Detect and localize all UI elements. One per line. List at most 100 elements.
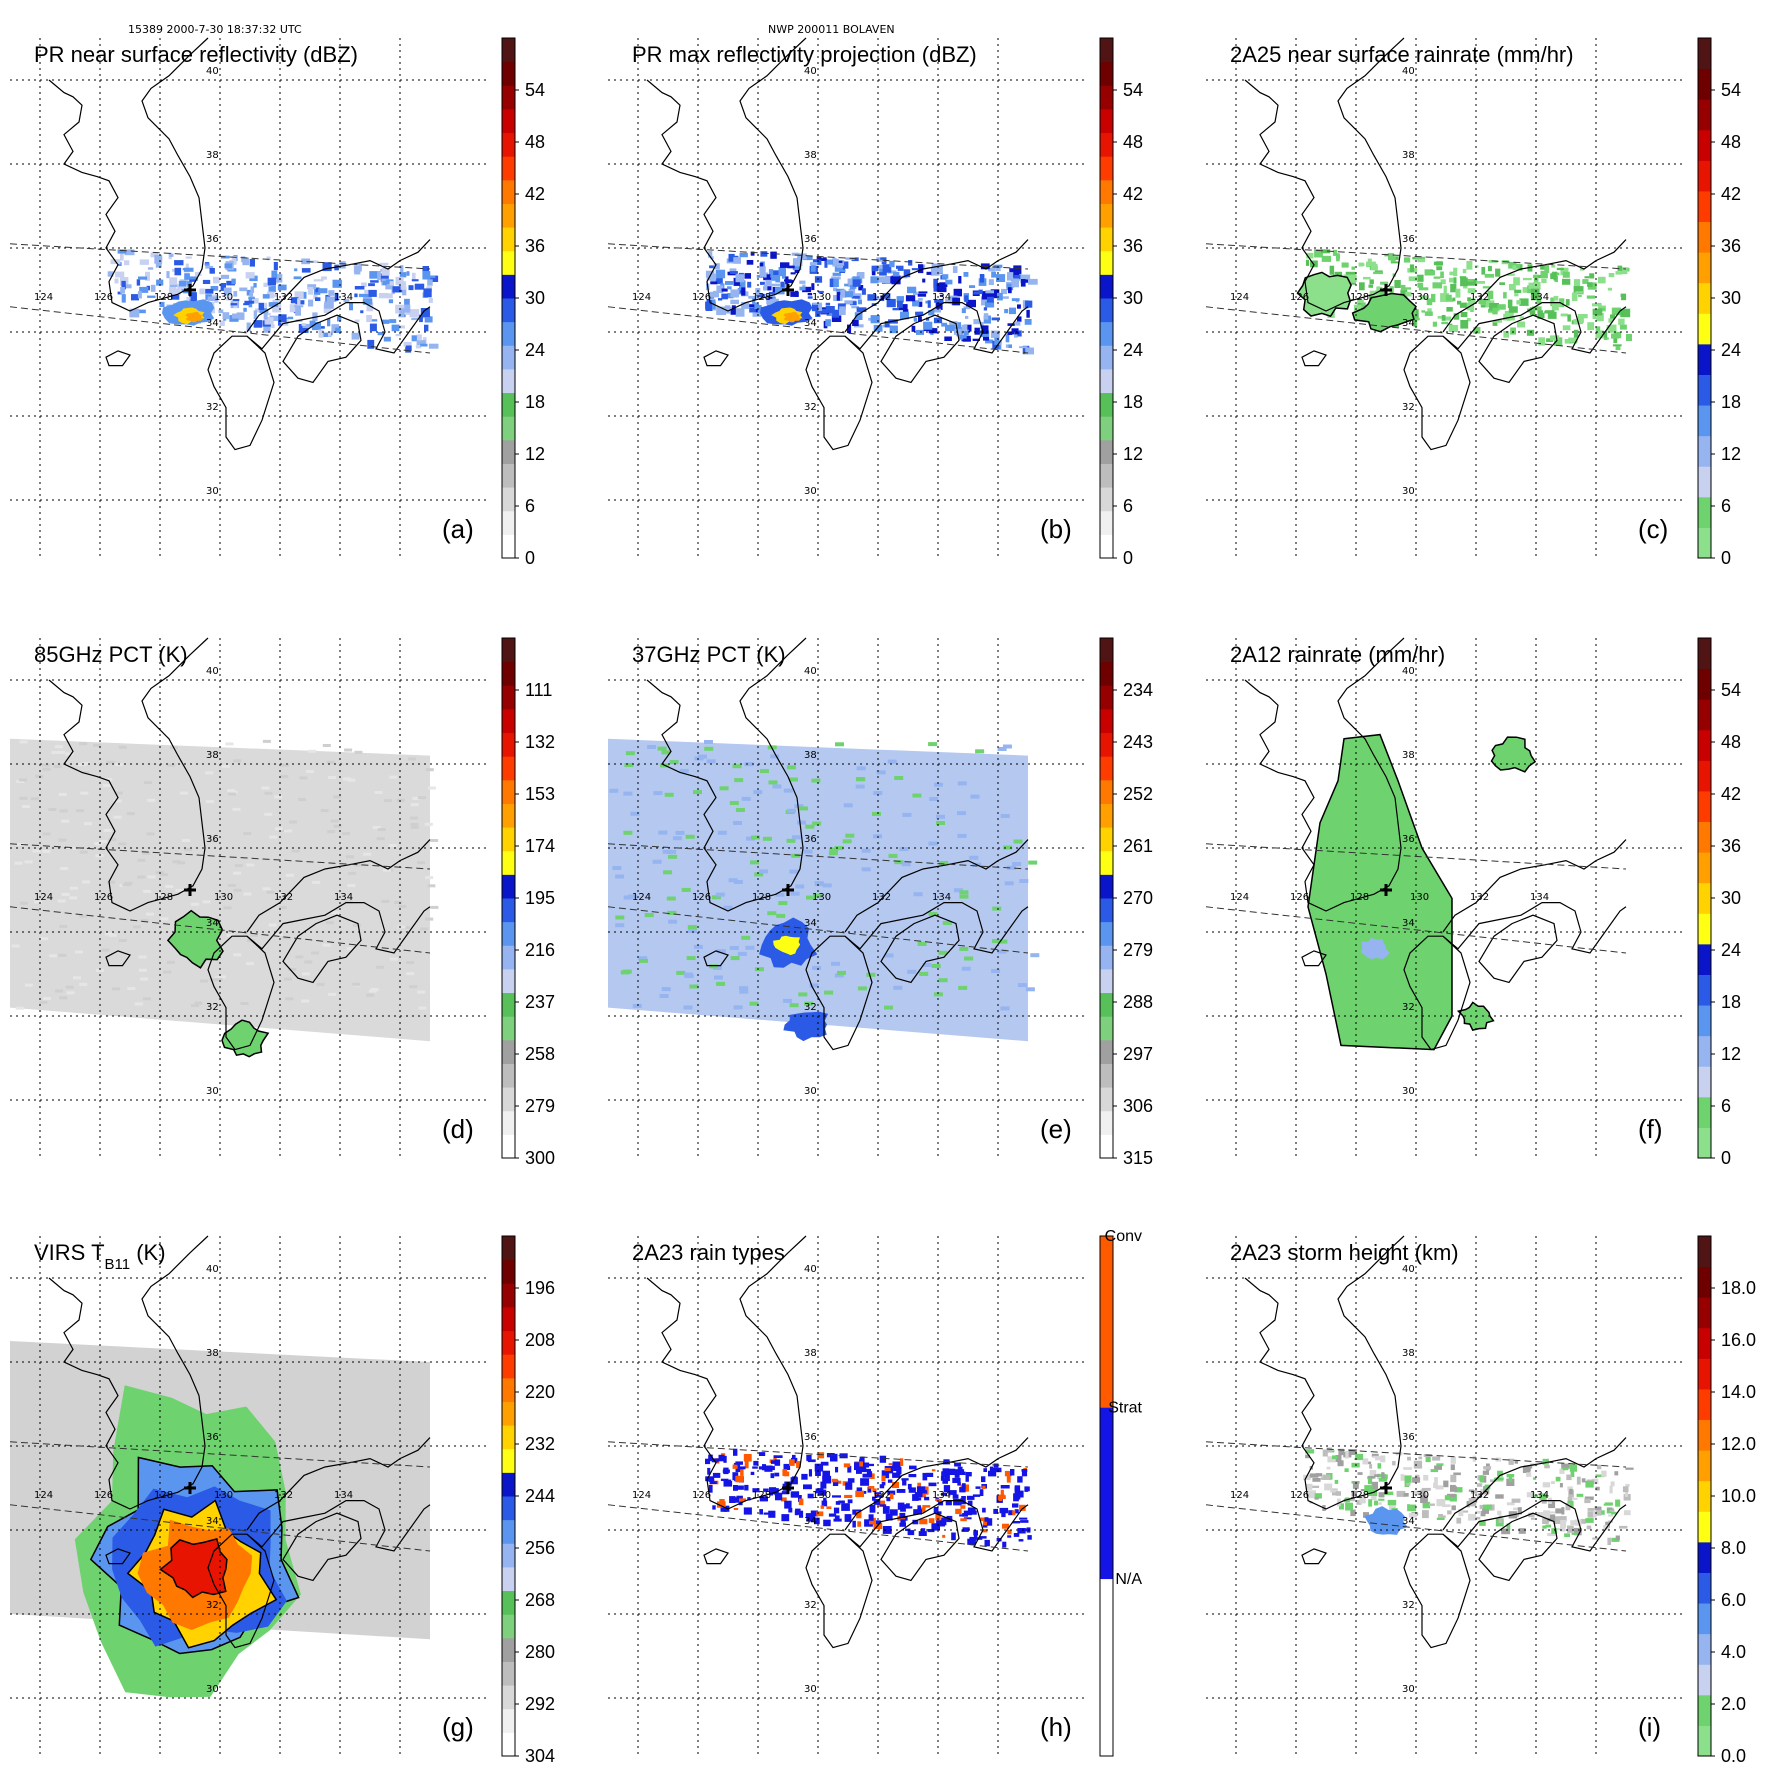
- colorbar-segment: [1698, 1511, 1711, 1543]
- pct-pixel: [322, 744, 331, 747]
- rain-pixel: [1322, 1449, 1328, 1457]
- colorbar-segment: [502, 274, 515, 299]
- pct-pixel: [912, 793, 922, 798]
- rain-pixel: [1001, 1495, 1006, 1499]
- pct-pixel: [669, 760, 679, 765]
- rain-pixel: [1543, 1510, 1550, 1519]
- rain-pixel: [763, 1488, 769, 1492]
- rain-pixel: [927, 1529, 935, 1533]
- pct-pixel: [716, 949, 726, 954]
- lon-label: 130: [214, 1490, 233, 1501]
- rain-pixel: [1625, 1467, 1634, 1470]
- lon-label: 126: [94, 1490, 113, 1501]
- rain-pixel: [874, 1492, 882, 1495]
- rain-pixel: [1017, 304, 1021, 309]
- rain-pixel: [912, 1494, 919, 1501]
- pct-pixel: [427, 786, 436, 790]
- rain-pixel: [844, 1494, 853, 1498]
- lat-label: 32: [804, 1002, 817, 1013]
- rain-pixel: [1445, 294, 1452, 301]
- rain-pixel: [1625, 1483, 1630, 1487]
- colorbar-segment: [1698, 1633, 1711, 1665]
- pct-pixel: [375, 965, 384, 969]
- colorbar-segment: [1698, 1603, 1711, 1635]
- rain-pixel: [1460, 277, 1468, 287]
- rain-pixel: [349, 302, 353, 311]
- rain-pixel: [1436, 1499, 1446, 1507]
- coastline-segment: [844, 901, 1029, 954]
- rain-pixel: [1542, 1525, 1547, 1529]
- rain-pixel: [729, 271, 738, 274]
- colorbar-segment: [502, 850, 515, 875]
- pct-pixel: [719, 786, 729, 791]
- pct-pixel: [401, 926, 410, 930]
- rain-pixel: [832, 272, 841, 276]
- rain-pixel: [1432, 282, 1443, 289]
- colorbar-segment: [1100, 708, 1113, 734]
- rain-pixel: [820, 1481, 827, 1489]
- pct-pixel: [330, 819, 339, 823]
- pct-pixel: [934, 782, 943, 787]
- rain-pixel: [1443, 285, 1447, 295]
- convective-area: [783, 1011, 829, 1042]
- colorbar-segment: [1100, 439, 1113, 464]
- rain-pixel: [1510, 317, 1515, 321]
- colorbar-segment: [1100, 38, 1113, 63]
- rain-pixel: [1538, 337, 1545, 346]
- rain-pixel: [1592, 308, 1603, 316]
- pct-pixel: [959, 890, 969, 895]
- rain-pixel: [1582, 279, 1589, 284]
- rain-pixel: [202, 279, 211, 284]
- rain-pixel: [908, 1474, 917, 1478]
- rain-pixel: [1575, 291, 1584, 294]
- rain-pixel: [938, 1501, 944, 1506]
- rain-pixel: [823, 1519, 831, 1527]
- rain-pixel: [1419, 295, 1429, 300]
- pct-pixel: [156, 892, 165, 896]
- rain-pixel: [927, 300, 931, 308]
- rain-pixel: [936, 1519, 945, 1527]
- rain-pixel: [876, 257, 884, 262]
- rain-pixel: [1351, 274, 1357, 282]
- rain-pixel: [913, 317, 918, 322]
- pct-pixel: [243, 892, 252, 896]
- island-outline: [207, 935, 275, 1051]
- rain-pixel: [816, 1511, 824, 1517]
- pct-pixel: [688, 929, 698, 934]
- colorbar-tick-label: 2.0: [1721, 1694, 1746, 1714]
- rain-pixel: [758, 1452, 766, 1456]
- rain-pixel: [886, 1497, 891, 1502]
- rain-pixel: [398, 281, 407, 290]
- pct-pixel: [828, 851, 838, 856]
- pct-pixel: [425, 768, 434, 772]
- pr-swath-edges: [9, 843, 431, 954]
- pct-pixel: [221, 764, 230, 768]
- colorbar-tick-label: 48: [1721, 732, 1741, 752]
- rain-pixel: [830, 1453, 838, 1462]
- pct-pixel: [928, 742, 938, 747]
- rain-pixel: [1493, 1477, 1503, 1481]
- colorbar-segment: [1698, 1327, 1711, 1359]
- rain-pixel: [856, 272, 860, 278]
- rain-pixel: [783, 1463, 791, 1470]
- rain-pixel: [820, 308, 828, 314]
- lat-label: 40: [1402, 1264, 1415, 1275]
- lat-label: 34: [1402, 918, 1415, 929]
- rain-pixel: [909, 1465, 917, 1470]
- pct-pixel: [786, 808, 796, 813]
- lat-label: 36: [206, 234, 219, 245]
- rain-pixel: [790, 272, 796, 275]
- rain-pixel: [1430, 1469, 1439, 1473]
- pct-pixel: [749, 1001, 759, 1006]
- colorbar-segment: [502, 203, 515, 228]
- rain-pixel: [706, 299, 716, 304]
- rain-pixel: [124, 260, 130, 266]
- rain-pixel: [997, 292, 1003, 301]
- pct-pixel: [147, 798, 156, 802]
- rain-pixel: [1450, 1486, 1457, 1492]
- pct-pixel: [638, 956, 648, 961]
- rain-pixel: [783, 1471, 790, 1477]
- rain-pixel: [1573, 1527, 1582, 1536]
- rain-pixel: [811, 303, 821, 312]
- rain-pixel: [868, 1514, 874, 1521]
